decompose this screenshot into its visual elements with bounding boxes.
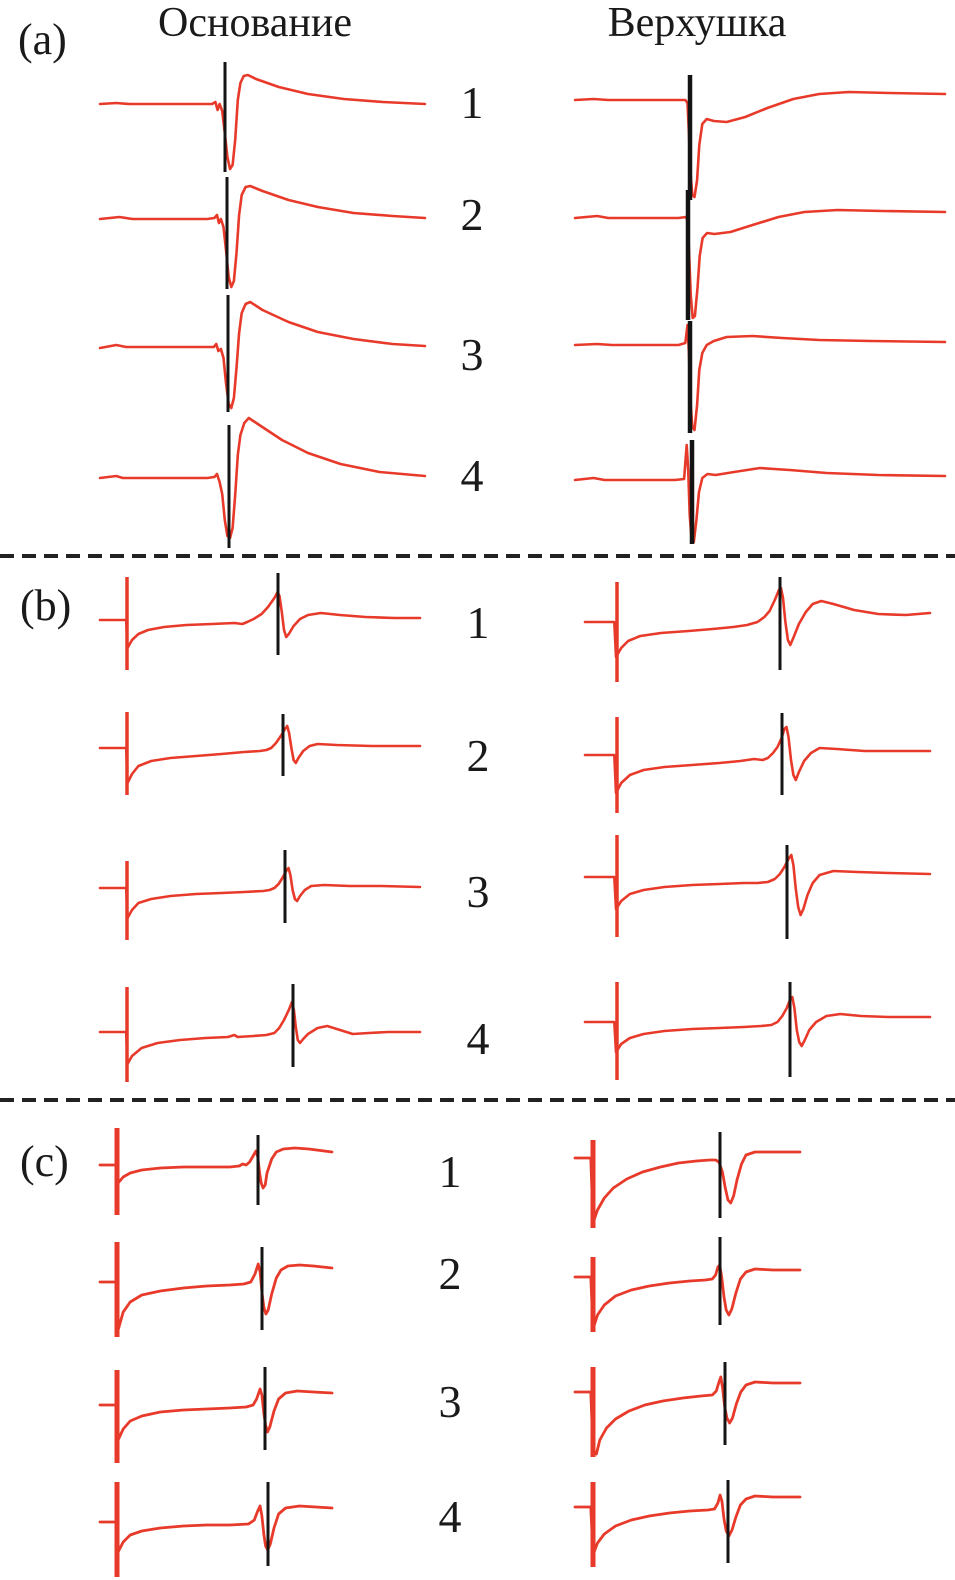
trace-path bbox=[98, 866, 422, 920]
trace-path bbox=[583, 586, 932, 659]
row-number: 1 bbox=[466, 597, 490, 648]
trace-path bbox=[573, 90, 947, 199]
trace-path bbox=[98, 1387, 334, 1442]
trace-path bbox=[98, 724, 422, 785]
dashed-separator-2 bbox=[0, 1098, 955, 1102]
trace-path bbox=[573, 443, 947, 544]
trace-path bbox=[583, 995, 932, 1054]
row-number: 4 bbox=[438, 1491, 462, 1542]
row-number: 1 bbox=[438, 1146, 462, 1197]
row-number: 4 bbox=[466, 1013, 490, 1064]
trace-path bbox=[573, 208, 947, 320]
trace-path bbox=[583, 853, 932, 917]
row-number: 4 bbox=[460, 450, 484, 501]
column-header-apex: Верхушка bbox=[607, 0, 787, 46]
trace-path bbox=[98, 1000, 422, 1066]
dashed-separator-1 bbox=[0, 554, 955, 558]
panel-label-c: (c) bbox=[20, 1137, 69, 1186]
row-number: 2 bbox=[466, 730, 490, 781]
trace-path bbox=[98, 300, 427, 410]
trace-path bbox=[98, 1504, 334, 1554]
row-number: 2 bbox=[460, 189, 484, 240]
row-number: 2 bbox=[438, 1248, 462, 1299]
panel-label-a: (a) bbox=[18, 15, 67, 64]
trace-path bbox=[98, 1262, 334, 1332]
trace-path bbox=[98, 416, 427, 540]
row-number: 3 bbox=[460, 329, 484, 380]
trace-path bbox=[98, 73, 427, 171]
trace-path bbox=[98, 184, 427, 289]
row-number: 3 bbox=[438, 1376, 462, 1427]
trace-path bbox=[573, 1375, 802, 1456]
row-number: 3 bbox=[466, 866, 490, 917]
trace-path bbox=[583, 725, 932, 795]
trace-path bbox=[573, 323, 947, 432]
trace-path bbox=[573, 1493, 802, 1557]
row-number: 1 bbox=[460, 77, 484, 128]
trace-path bbox=[573, 1150, 802, 1225]
panel-label-b: (b) bbox=[20, 581, 72, 630]
column-header-base: Основание bbox=[158, 0, 352, 46]
trace-path bbox=[98, 590, 422, 650]
trace-path bbox=[573, 1263, 802, 1331]
trace-path bbox=[98, 1146, 334, 1190]
